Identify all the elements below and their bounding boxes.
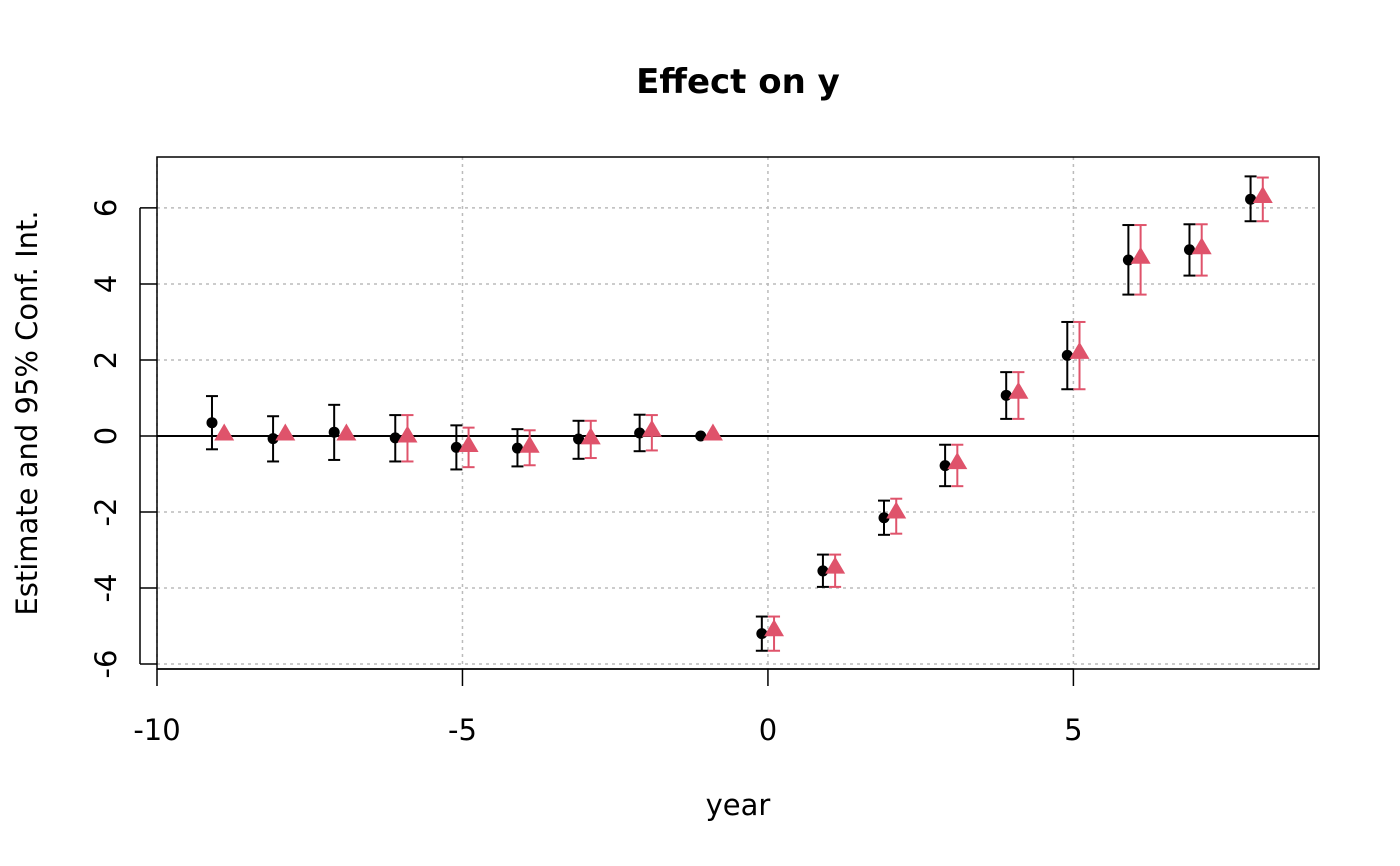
point-circle <box>1122 254 1134 266</box>
point-triangle <box>1191 237 1212 255</box>
y-tick-label: -4 <box>89 574 123 603</box>
y-tick-label: 4 <box>89 275 123 293</box>
point-circle <box>206 417 218 429</box>
point-circle <box>1000 389 1012 401</box>
point-circle <box>756 628 768 640</box>
point-circle <box>1183 244 1195 256</box>
y-tick-label: -2 <box>89 498 123 527</box>
point-triangle <box>947 452 968 470</box>
point-circle <box>267 433 279 445</box>
y-tick-label: 2 <box>89 351 123 369</box>
point-triangle <box>336 423 357 441</box>
x-axis-label: year <box>706 788 771 822</box>
point-triangle <box>397 425 418 443</box>
point-circle <box>878 512 890 524</box>
point-triangle <box>886 501 907 519</box>
x-tick-label: 5 <box>1064 713 1082 747</box>
point-circle <box>1245 193 1257 205</box>
point-circle <box>328 426 340 438</box>
plot-frame <box>156 156 1320 670</box>
point-circle <box>1061 349 1073 361</box>
point-circle <box>939 460 951 472</box>
x-tick-label: -10 <box>133 713 180 747</box>
x-tick-label: -5 <box>448 713 477 747</box>
y-tick-label: 6 <box>89 199 123 217</box>
point-triangle <box>825 556 846 574</box>
point-triangle <box>1008 381 1029 399</box>
point-triangle <box>214 423 235 441</box>
point-triangle <box>641 419 662 437</box>
point-triangle <box>519 435 540 453</box>
point-circle <box>450 441 462 453</box>
point-triangle <box>1069 341 1090 359</box>
point-triangle <box>275 423 296 441</box>
point-circle <box>511 442 523 454</box>
x-tick-label: 0 <box>759 713 777 747</box>
point-triangle <box>1130 246 1151 264</box>
point-circle <box>389 432 401 444</box>
data-marks <box>205 175 1273 652</box>
y-tick-label: 0 <box>89 427 123 445</box>
point-circle <box>573 433 585 445</box>
chart-title: Effect on y <box>636 62 840 102</box>
grid <box>156 157 1319 669</box>
point-circle <box>817 565 829 577</box>
y-tick-label: -6 <box>89 650 123 679</box>
y-axis-label: Estimate and 95% Conf. Int. <box>10 210 44 615</box>
point-circle <box>634 427 646 439</box>
point-triangle <box>1252 185 1273 203</box>
point-triangle <box>458 434 479 452</box>
point-triangle <box>702 423 723 441</box>
point-triangle <box>580 427 601 445</box>
point-circle <box>695 430 707 442</box>
point-triangle <box>764 619 785 637</box>
